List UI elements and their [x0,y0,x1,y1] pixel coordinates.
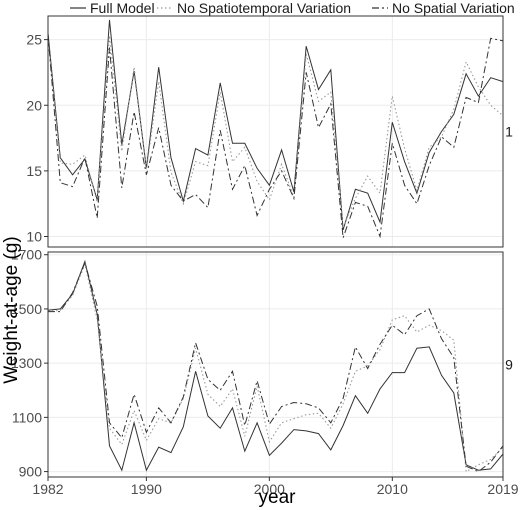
panel-border [47,15,504,248]
series-line-no-spatial-variation [47,34,504,239]
y-tick-label: 1500 [11,301,42,317]
y-tick-label: 1300 [11,355,42,371]
series-line-no-spatiotemporal-variation [47,262,504,473]
panel-1: 10 15 20 25 1 [26,15,513,248]
x-tick-label: 1982 [32,481,63,497]
y-tick-label: 10 [26,229,42,245]
x-tick-label: 2010 [377,481,408,497]
legend-entry: No Spatial Variation [372,0,515,16]
series-line-full-model [47,259,504,472]
y-tick-label: 1100 [12,409,42,425]
strip-label: 1 [505,124,513,140]
series-line-no-spatial-variation [48,261,504,473]
legend: Full Model No Spatiotemporal Variation No … [70,0,515,16]
y-tick-label: 20 [26,97,42,113]
y-tick-label: 15 [26,163,42,179]
legend-entry: Full Model [70,0,155,16]
legend-entry: No Spatiotemporal Variation [157,0,351,16]
legend-label: Full Model [90,0,155,16]
series-line-full-model [47,19,504,231]
x-tick-label: 2000 [254,481,285,497]
strip-label: 9 [505,357,513,373]
legend-label: No Spatial Variation [392,0,515,16]
y-axis-title: Weight-at-age (g) [1,236,22,384]
legend-label: No Spatiotemporal Variation [177,0,351,16]
panel-border [47,251,504,478]
panel-9: 900 1100 1300 1500 1700 9 [11,247,513,480]
x-tick-label: 2019 [487,481,518,497]
x-axis-title: year [259,487,297,508]
y-tick-label: 1700 [11,247,42,263]
x-axis: 1982 1990 2000 2010 2019 [32,477,519,497]
series-line-no-spatiotemporal-variation [47,35,504,228]
x-tick-label: 1990 [131,481,162,497]
y-tick-label: 25 [26,32,42,48]
panels: 10 15 20 25 1 900 1100 1300 1500 1700 9 [11,15,513,480]
y-tick-label: 900 [19,464,43,480]
